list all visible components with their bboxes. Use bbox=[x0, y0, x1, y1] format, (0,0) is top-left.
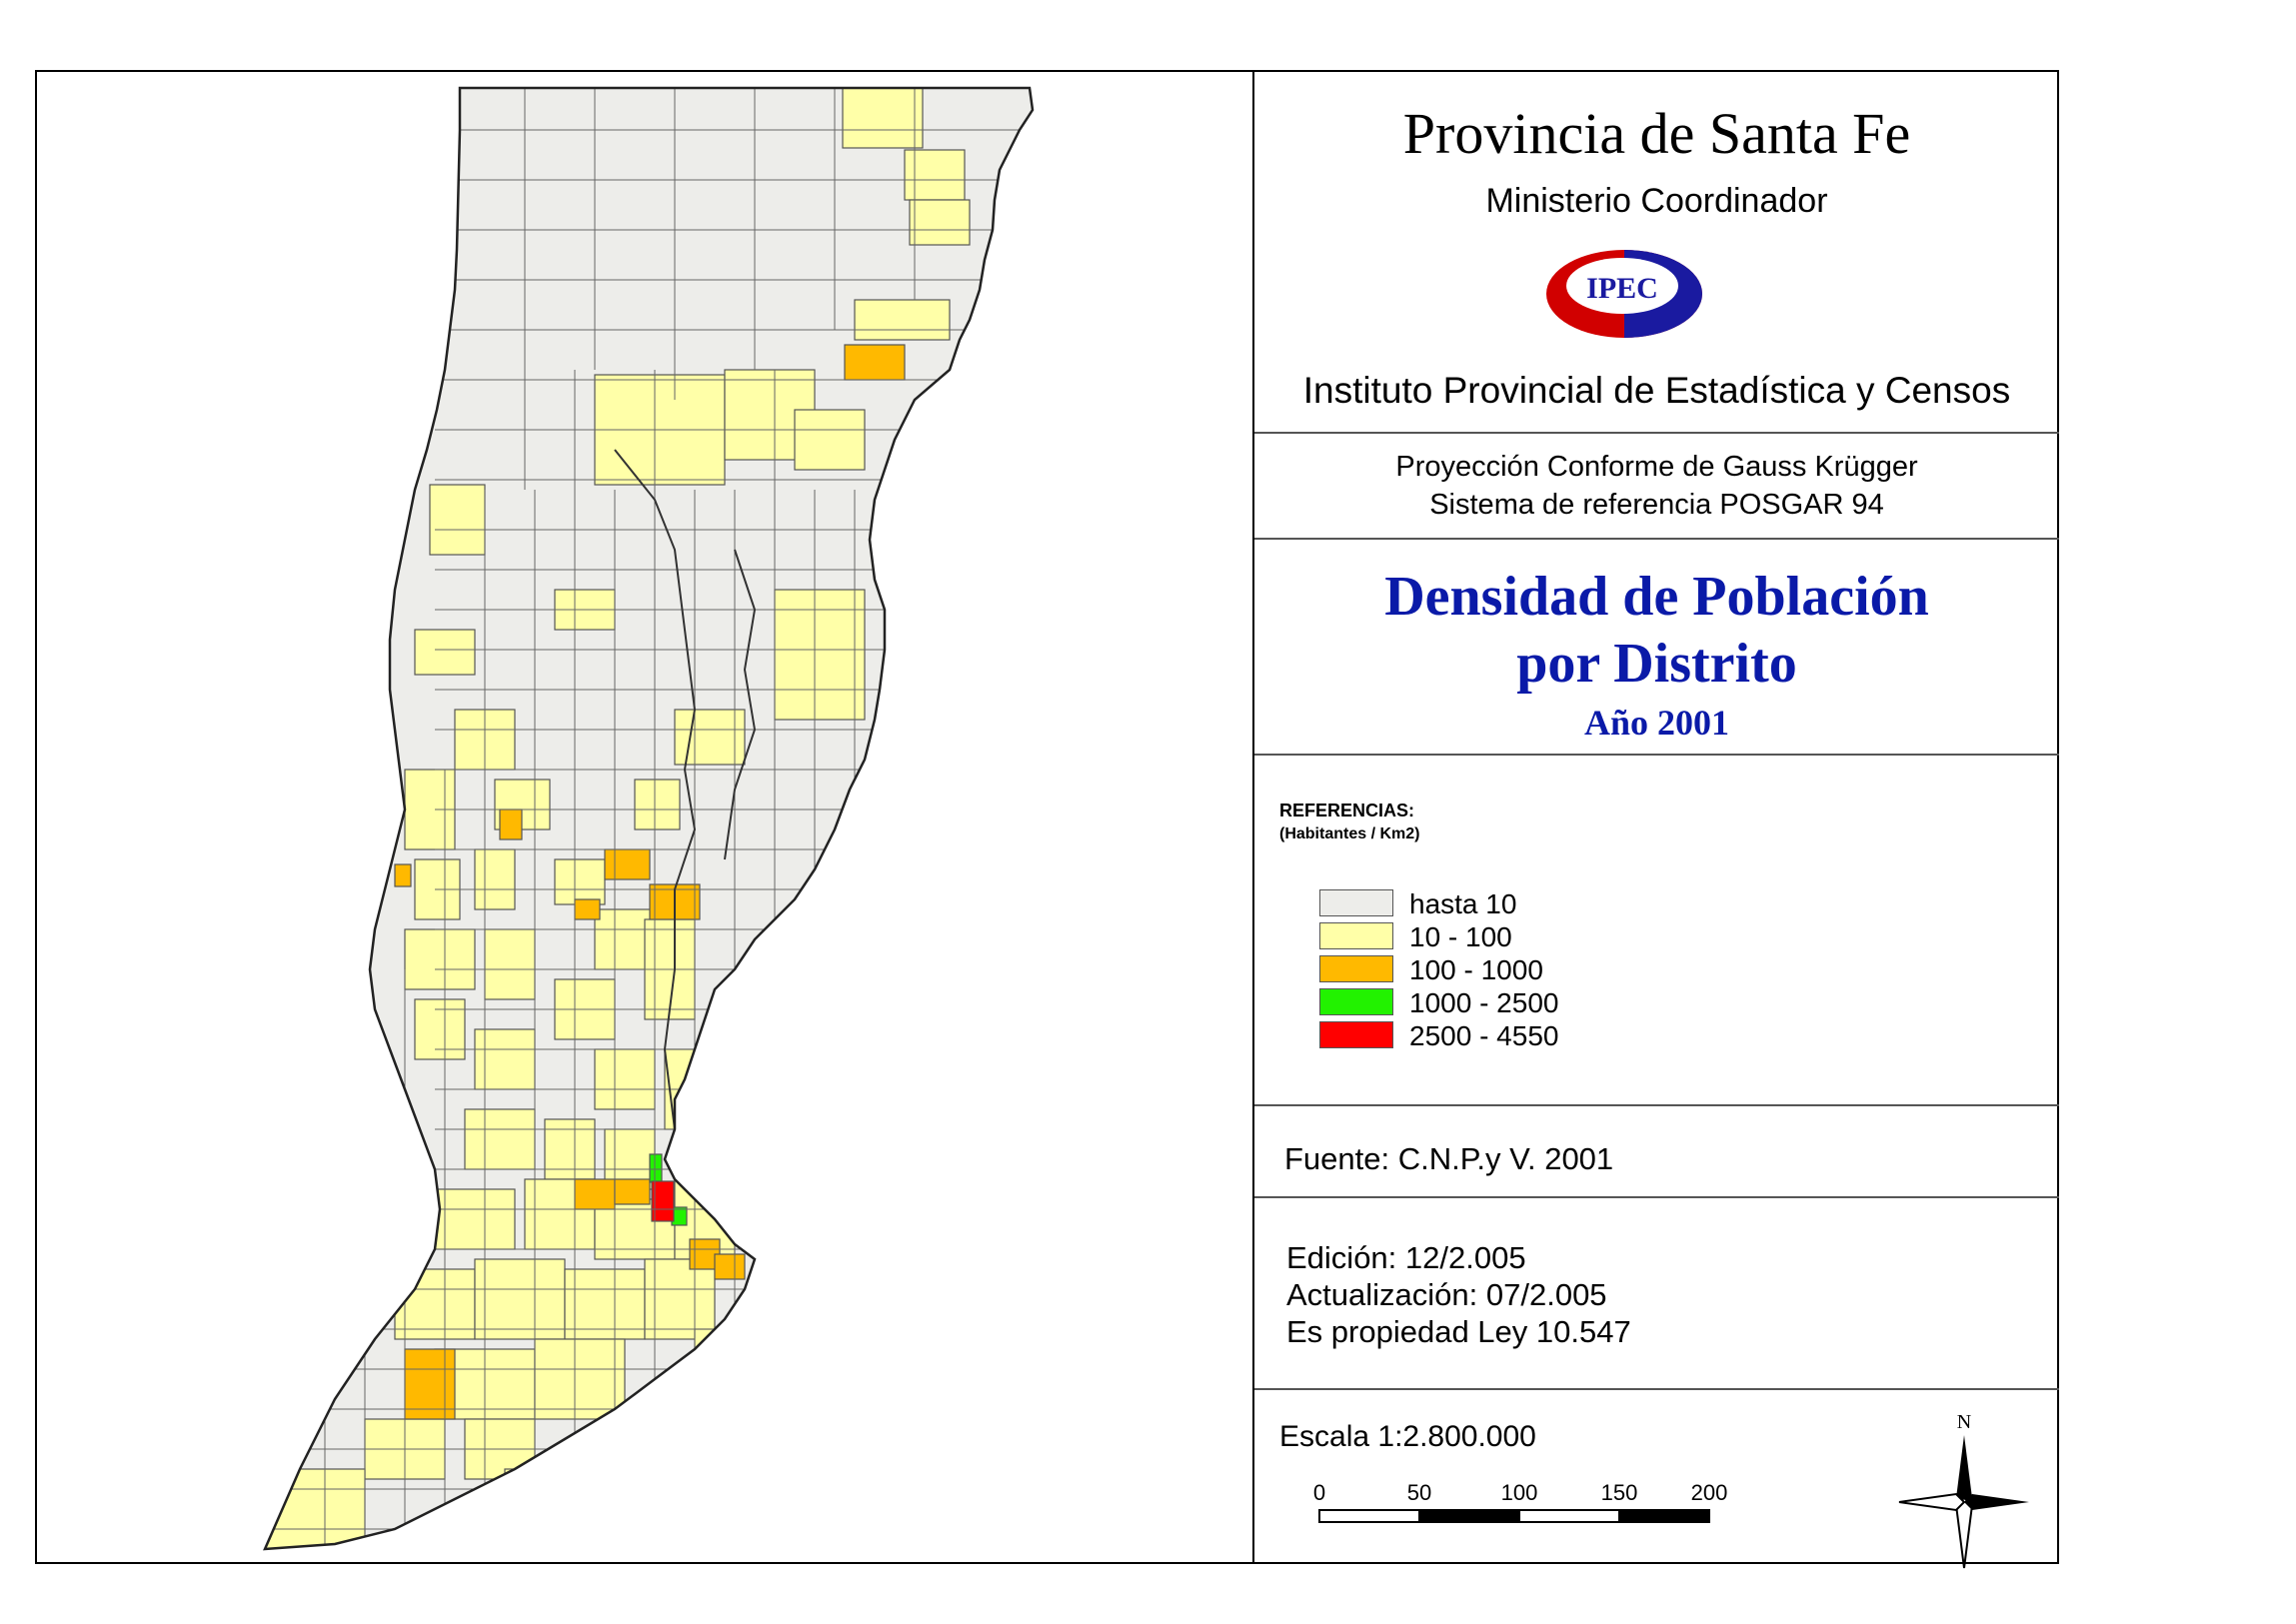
district-yellow bbox=[842, 88, 924, 149]
legend-label: hasta 10 bbox=[1409, 888, 1517, 919]
info-panel: Provincia de Santa Fe Ministerio Coordin… bbox=[1252, 70, 2059, 1569]
district-yellow bbox=[474, 1258, 566, 1340]
copyright-law: Es propiedad Ley 10.547 bbox=[1286, 1314, 1631, 1349]
district-yellow bbox=[265, 1468, 366, 1549]
legend-swatch bbox=[1319, 922, 1393, 949]
legend-swatch bbox=[1319, 988, 1393, 1015]
legend-swatch bbox=[1319, 889, 1393, 916]
map-title-line1: Densidad de Población bbox=[1384, 566, 1929, 628]
reference-system-line: Sistema de referencia POSGAR 94 bbox=[1429, 489, 1884, 521]
choropleth-map bbox=[35, 70, 1252, 1564]
province-map-svg bbox=[263, 86, 1035, 1551]
district-yellow bbox=[434, 1188, 516, 1250]
legend-section: REFERENCIAS: (Habitantes / Km2) hasta 10… bbox=[1254, 756, 2059, 1106]
legend-swatch bbox=[1319, 955, 1393, 982]
update-date: Actualización: 07/2.005 bbox=[1286, 1277, 1607, 1312]
class-100-1000-districts bbox=[394, 344, 906, 1420]
province-title: Provincia de Santa Fe bbox=[1402, 101, 1911, 166]
scale-tick-label: 200 bbox=[1691, 1480, 1728, 1505]
class-2500-4550-districts bbox=[651, 1180, 675, 1222]
projection-line: Proyección Conforme de Gauss Krügger bbox=[1395, 451, 1918, 483]
logo-inner bbox=[1566, 258, 1678, 314]
district-yellow bbox=[554, 858, 606, 905]
ministry-subtitle: Ministerio Coordinador bbox=[1485, 182, 1828, 220]
district-orange bbox=[714, 1253, 746, 1280]
district-yellow bbox=[534, 1338, 626, 1420]
north-arrow-icon: N bbox=[1898, 1411, 2029, 1569]
source-section: Fuente: C.N.P.y V. 2001 bbox=[1254, 1106, 2059, 1198]
map-title-year: Año 2001 bbox=[1583, 703, 1730, 743]
scale-segment-white bbox=[1518, 1509, 1620, 1523]
district-yellow bbox=[544, 1118, 596, 1180]
scale-segment-black bbox=[1418, 1509, 1520, 1523]
scale-segment-black bbox=[1618, 1509, 1710, 1523]
district-orange bbox=[844, 344, 906, 381]
scale-tick-label: 50 bbox=[1407, 1480, 1431, 1505]
district-yellow bbox=[594, 1048, 656, 1110]
map-title-section: Densidad de Población por Distrito Año 2… bbox=[1254, 540, 2059, 756]
district-yellow bbox=[464, 1108, 536, 1170]
district-orange bbox=[574, 898, 601, 920]
district-yellow bbox=[504, 1468, 566, 1520]
scale-bar: 0 50 100 150 200 Km bbox=[1313, 1480, 1728, 1523]
legend-label: 2500 - 4550 bbox=[1409, 1020, 1559, 1051]
logo-text: IPEC bbox=[1586, 272, 1658, 305]
projection-section: Proyección Conforme de Gauss Krügger Sis… bbox=[1254, 434, 2059, 540]
district-yellow bbox=[429, 484, 486, 556]
map-frame bbox=[35, 70, 2059, 1564]
scale-section: Escala 1:2.800.000 0 50 100 150 200 Km N bbox=[1254, 1390, 2059, 1569]
legend-units: (Habitantes / Km2) bbox=[1279, 825, 1420, 842]
edition-date: Edición: 12/2.005 bbox=[1286, 1240, 1526, 1275]
scale-segment-white bbox=[1318, 1509, 1420, 1523]
district-orange bbox=[499, 809, 523, 840]
ipec-logo: IPEC bbox=[1546, 250, 1702, 338]
district-red bbox=[651, 1180, 675, 1222]
district-yellow bbox=[904, 149, 966, 201]
scale-tick-label: 150 bbox=[1601, 1480, 1638, 1505]
district-yellow bbox=[484, 928, 536, 1000]
scale-tick-label: 0 bbox=[1313, 1480, 1325, 1505]
institute-name: Instituto Provincial de Estadística y Ce… bbox=[1302, 370, 2011, 411]
district-yellow bbox=[474, 1028, 536, 1090]
district-yellow bbox=[644, 1258, 716, 1340]
district-orange bbox=[574, 1178, 616, 1210]
legend-label: 10 - 100 bbox=[1409, 921, 1512, 952]
district-yellow bbox=[404, 928, 476, 990]
districts-layer bbox=[265, 88, 1033, 1549]
compass-west-point bbox=[1898, 1492, 1966, 1512]
compass-south-point bbox=[1954, 1496, 1974, 1569]
district-yellow bbox=[854, 299, 951, 341]
district-orange bbox=[604, 848, 651, 880]
compass-north-label: N bbox=[1957, 1411, 1971, 1433]
district-orange bbox=[614, 1178, 651, 1205]
district-yellow bbox=[794, 409, 866, 471]
header-section: Provincia de Santa Fe Ministerio Coordin… bbox=[1254, 70, 2059, 434]
district-green bbox=[649, 1153, 663, 1183]
district-orange bbox=[394, 863, 412, 887]
district-yellow bbox=[414, 629, 476, 676]
district-yellow bbox=[634, 779, 681, 830]
compass-east-point bbox=[1964, 1494, 2029, 1510]
legend-label: 100 - 1000 bbox=[1409, 954, 1543, 985]
legend-heading: REFERENCIAS: bbox=[1279, 801, 1415, 820]
district-yellow bbox=[909, 199, 971, 246]
district-yellow bbox=[474, 848, 516, 910]
district-yellow bbox=[694, 1328, 736, 1370]
district-yellow bbox=[414, 998, 466, 1060]
district-orange bbox=[404, 1348, 456, 1420]
source-text: Fuente: C.N.P.y V. 2001 bbox=[1284, 1141, 1614, 1176]
legend-swatch bbox=[1319, 1021, 1393, 1048]
legend-label: 1000 - 2500 bbox=[1409, 987, 1559, 1018]
scale-tick-label: 100 bbox=[1501, 1480, 1538, 1505]
map-title-line2: por Distrito bbox=[1516, 633, 1797, 695]
province-outline bbox=[263, 86, 1035, 1551]
class-1000-2500-districts bbox=[649, 1153, 688, 1226]
edition-section: Edición: 12/2.005 Actualización: 07/2.00… bbox=[1254, 1198, 2059, 1390]
compass-north-point bbox=[1956, 1435, 1972, 1505]
scale-ratio: Escala 1:2.800.000 bbox=[1279, 1420, 1536, 1453]
